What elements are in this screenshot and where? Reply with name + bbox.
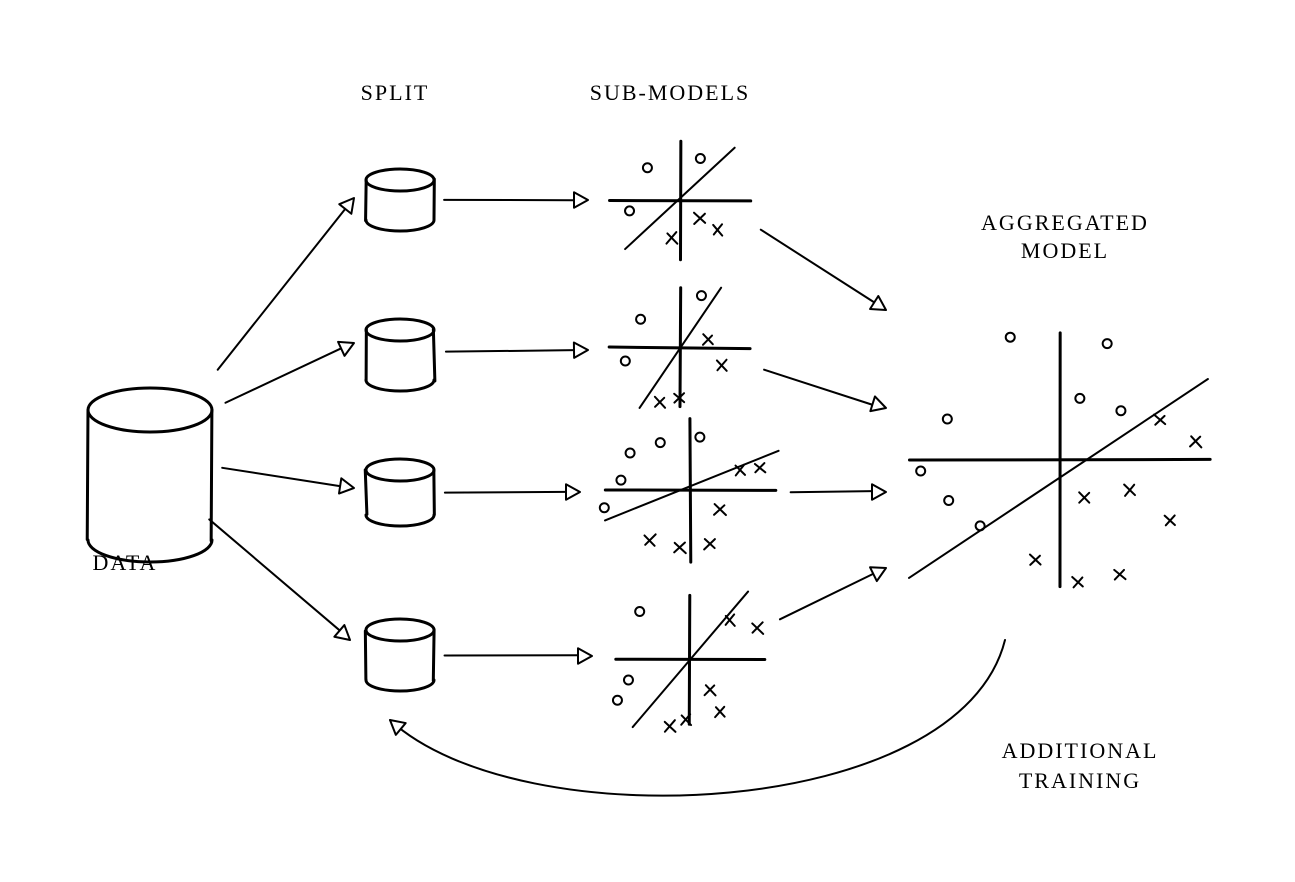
label-submodels: SUB-MODELS (590, 80, 751, 105)
label-aggregated2: MODEL (1021, 238, 1109, 263)
label-additional1: ADDITIONAL (1002, 738, 1159, 763)
label-additional2: TRAINING (1019, 768, 1141, 793)
label-split: SPLIT (361, 80, 430, 105)
diagram-canvas: DATASPLITSUB-MODELSAGGREGATEDMODELADDITI… (0, 0, 1295, 882)
label-aggregated1: AGGREGATED (981, 210, 1149, 235)
